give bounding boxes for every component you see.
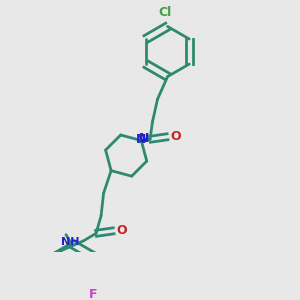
Text: N: N — [136, 133, 146, 146]
Text: NH: NH — [61, 237, 80, 247]
Text: N: N — [139, 132, 149, 145]
Text: O: O — [116, 224, 127, 237]
Text: O: O — [170, 130, 181, 143]
Text: Cl: Cl — [158, 6, 172, 19]
Text: F: F — [88, 289, 97, 300]
